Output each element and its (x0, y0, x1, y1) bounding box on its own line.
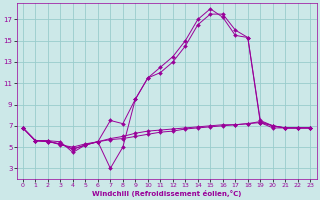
X-axis label: Windchill (Refroidissement éolien,°C): Windchill (Refroidissement éolien,°C) (92, 190, 241, 197)
